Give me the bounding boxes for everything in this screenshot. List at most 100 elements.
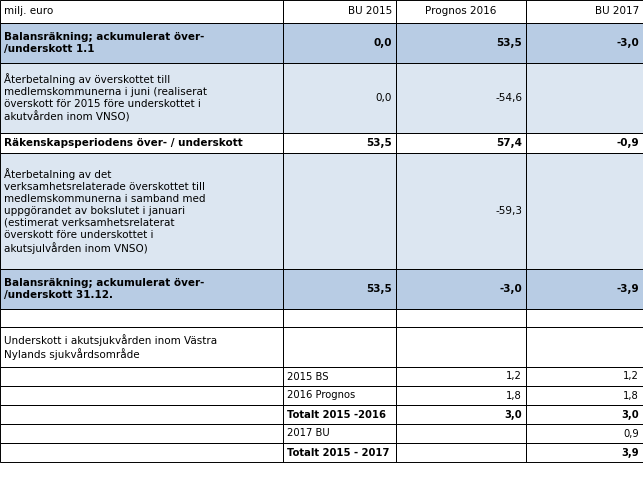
Bar: [396, 405, 526, 424]
Text: BU 2017: BU 2017: [595, 6, 639, 16]
Bar: [283, 386, 396, 405]
Text: -3,9: -3,9: [617, 284, 639, 294]
Bar: [0, 424, 283, 443]
Text: -54,6: -54,6: [495, 93, 522, 103]
Bar: [396, 23, 526, 63]
Bar: [526, 23, 643, 63]
Bar: [283, 443, 396, 462]
Text: milj. euro: milj. euro: [4, 6, 53, 16]
Bar: [526, 63, 643, 133]
Bar: [0, 133, 283, 153]
Bar: [0, 269, 283, 309]
Bar: [396, 0, 526, 23]
Text: Underskott i akutsjukvården inom Västra
Nylands sjukvårdsområde: Underskott i akutsjukvården inom Västra …: [4, 334, 217, 360]
Text: BU 2015: BU 2015: [348, 6, 392, 16]
Bar: [526, 153, 643, 269]
Text: Prognos 2016: Prognos 2016: [425, 6, 496, 16]
Text: Totalt 2015 - 2017: Totalt 2015 - 2017: [287, 448, 390, 458]
Bar: [0, 63, 283, 133]
Bar: [396, 23, 526, 63]
Text: Balansräkning; ackumulerat över-
/underskott 1.1: Balansräkning; ackumulerat över- /unders…: [4, 32, 204, 54]
Text: 3,0: 3,0: [621, 410, 639, 420]
Text: 1,2: 1,2: [623, 372, 639, 382]
Bar: [526, 63, 643, 133]
Bar: [526, 23, 643, 63]
Bar: [396, 269, 526, 309]
Bar: [526, 367, 643, 386]
Text: Återbetalning av överskottet till
medlemskommunerna i juni (realiserat
överskott: Återbetalning av överskottet till medlem…: [4, 73, 207, 123]
Text: 53,5: 53,5: [496, 38, 522, 48]
Bar: [283, 63, 396, 133]
Bar: [283, 424, 396, 443]
Text: -0,9: -0,9: [617, 138, 639, 148]
Bar: [283, 0, 396, 23]
Bar: [526, 443, 643, 462]
Bar: [0, 327, 283, 367]
Bar: [396, 153, 526, 269]
Bar: [396, 386, 526, 405]
Bar: [0, 153, 283, 269]
Bar: [396, 327, 526, 367]
Text: 1,2: 1,2: [506, 372, 522, 382]
Text: 2015 BS: 2015 BS: [287, 372, 329, 382]
Bar: [0, 309, 283, 327]
Bar: [283, 63, 396, 133]
Bar: [0, 0, 283, 23]
Text: 0,0: 0,0: [376, 93, 392, 103]
Text: Balansräkning; ackumulerat över-
/underskott 31.12.: Balansräkning; ackumulerat över- /unders…: [4, 278, 204, 300]
Text: 0,9: 0,9: [623, 428, 639, 438]
Text: 1,8: 1,8: [506, 390, 522, 400]
Bar: [283, 405, 396, 424]
Text: 0,0: 0,0: [374, 38, 392, 48]
Bar: [283, 269, 396, 309]
Bar: [396, 133, 526, 153]
Bar: [526, 269, 643, 309]
Bar: [0, 269, 283, 309]
Bar: [0, 443, 283, 462]
Bar: [283, 23, 396, 63]
Text: -3,0: -3,0: [616, 38, 639, 48]
Bar: [526, 405, 643, 424]
Text: 3,9: 3,9: [621, 448, 639, 458]
Bar: [396, 424, 526, 443]
Bar: [396, 367, 526, 386]
Text: 1,8: 1,8: [623, 390, 639, 400]
Text: Totalt 2015 -2016: Totalt 2015 -2016: [287, 410, 386, 420]
Text: Återbetalning av det
verksamhetsrelaterade överskottet till
medlemskommunerna i : Återbetalning av det verksamhetsrelatera…: [4, 168, 206, 254]
Bar: [0, 153, 283, 269]
Text: 53,5: 53,5: [367, 138, 392, 148]
Bar: [526, 327, 643, 367]
Bar: [396, 443, 526, 462]
Bar: [526, 153, 643, 269]
Bar: [396, 63, 526, 133]
Bar: [0, 23, 283, 63]
Bar: [526, 309, 643, 327]
Bar: [396, 269, 526, 309]
Bar: [396, 153, 526, 269]
Bar: [283, 153, 396, 269]
Text: Räkenskapsperiodens över- / underskott: Räkenskapsperiodens över- / underskott: [4, 138, 243, 148]
Bar: [0, 367, 283, 386]
Bar: [283, 309, 396, 327]
Text: 2017 BU: 2017 BU: [287, 428, 330, 438]
Bar: [526, 269, 643, 309]
Bar: [396, 63, 526, 133]
Bar: [526, 424, 643, 443]
Bar: [283, 133, 396, 153]
Bar: [283, 269, 396, 309]
Bar: [526, 0, 643, 23]
Bar: [396, 309, 526, 327]
Bar: [283, 367, 396, 386]
Bar: [283, 153, 396, 269]
Text: -3,0: -3,0: [499, 284, 522, 294]
Text: 57,4: 57,4: [496, 138, 522, 148]
Bar: [526, 133, 643, 153]
Bar: [0, 405, 283, 424]
Text: 3,0: 3,0: [504, 410, 522, 420]
Bar: [283, 23, 396, 63]
Bar: [283, 327, 396, 367]
Text: 53,5: 53,5: [367, 284, 392, 294]
Bar: [526, 386, 643, 405]
Text: -59,3: -59,3: [495, 206, 522, 216]
Bar: [0, 386, 283, 405]
